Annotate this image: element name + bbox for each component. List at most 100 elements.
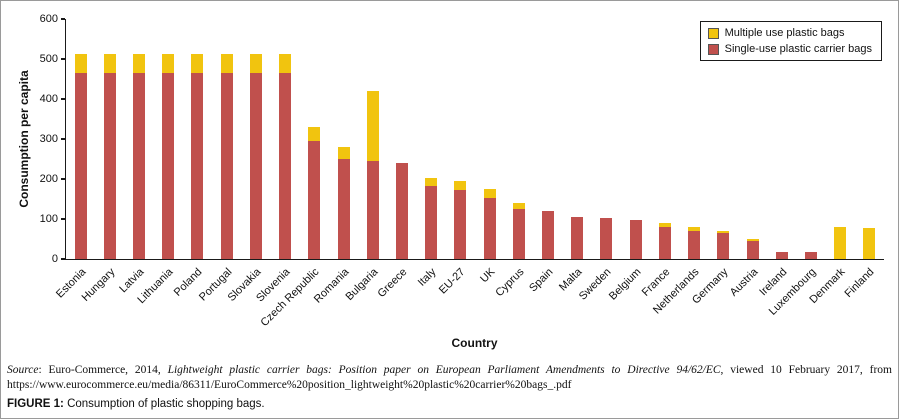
bar-segment-multiple-use: [717, 230, 730, 234]
bar-spain: [542, 211, 555, 259]
bar-segment-single-use: [483, 198, 496, 259]
bar-segment-single-use: [600, 218, 613, 259]
y-tick-label: 100: [39, 213, 58, 225]
bar-segment-single-use: [542, 211, 555, 259]
legend-label-single: Single-use plastic carrier bags: [724, 43, 872, 55]
bar-segment-multiple-use: [366, 90, 379, 161]
source-note: Source: Euro-Commerce, 2014, Lightweight…: [7, 363, 892, 393]
y-tick-mark: [61, 178, 65, 180]
bar-greece: [395, 163, 408, 259]
figure-caption-text: Consumption of plastic shopping bags.: [63, 397, 265, 410]
bar-segment-single-use: [103, 72, 116, 259]
y-tick-label: 400: [39, 93, 58, 105]
bar-segment-single-use: [775, 251, 788, 259]
bar-estonia: [74, 54, 87, 259]
bar-segment-multiple-use: [483, 188, 496, 199]
bar-segment-single-use: [279, 72, 292, 259]
bar-segment-multiple-use: [191, 54, 204, 73]
x-tick-label: UK: [477, 266, 498, 286]
bar-germany: [717, 230, 730, 259]
bar-segment-multiple-use: [103, 54, 116, 73]
bar-hungary: [103, 54, 116, 259]
bar-segment-single-use: [133, 72, 146, 259]
x-tick-label: Italy: [415, 266, 439, 289]
bar-ireland: [775, 251, 788, 259]
y-tick: 500: [40, 53, 65, 65]
y-tick-label: 300: [39, 133, 58, 145]
y-tick-label: 200: [39, 173, 58, 185]
bar-segment-single-use: [717, 233, 730, 259]
bar-segment-single-use: [804, 251, 817, 259]
bar-segment-single-use: [366, 160, 379, 259]
bar-finland: [863, 228, 876, 259]
bar-segment-single-use: [746, 241, 759, 259]
bar-segment-single-use: [658, 227, 671, 259]
y-tick-mark: [61, 98, 65, 100]
x-tick-label: Spain: [527, 266, 556, 295]
legend: Multiple use plastic bags Single-use pla…: [699, 21, 882, 61]
bar-segment-single-use: [512, 209, 525, 259]
bar-malta: [571, 216, 584, 259]
y-tick-mark: [61, 18, 65, 20]
bar-segment-single-use: [629, 219, 642, 259]
bar-segment-single-use: [425, 186, 438, 259]
y-tick-mark: [61, 58, 65, 60]
bar-segment-multiple-use: [425, 178, 438, 187]
bar-netherlands: [688, 227, 701, 259]
bar-segment-multiple-use: [133, 54, 146, 73]
bar-segment-single-use: [220, 72, 233, 259]
source-title-italic: Lightweight plastic carrier bags: Positi…: [167, 364, 721, 376]
x-tick-label: Sweden: [577, 266, 614, 303]
x-tick-label: Austria: [727, 266, 761, 299]
bar-italy: [425, 178, 438, 259]
x-tick-label: Greece: [375, 266, 410, 300]
bar-romania: [337, 147, 350, 259]
bar-segment-multiple-use: [308, 127, 321, 141]
bar-bulgaria: [366, 90, 379, 259]
y-tick: 100: [40, 213, 65, 225]
bar-segment-single-use: [395, 163, 408, 259]
bar-chart: Consumption per capita 0 100 200 300 400 500 6…: [7, 7, 892, 357]
bar-poland: [191, 54, 204, 259]
y-tick: 600: [40, 13, 65, 25]
bar-czech-republic: [308, 127, 321, 259]
legend-item-single-use: Single-use plastic carrier bags: [707, 43, 872, 55]
y-tick: 400: [40, 93, 65, 105]
y-tick-mark: [61, 138, 65, 140]
legend-swatch-multiple: [707, 27, 719, 39]
legend-swatch-single: [707, 43, 719, 55]
bar-segment-multiple-use: [512, 202, 525, 209]
x-tick-label: Finland: [842, 266, 877, 300]
bar-segment-multiple-use: [249, 54, 262, 73]
y-tick-label: 500: [39, 53, 58, 65]
y-tick-mark: [61, 258, 65, 260]
bar-portugal: [220, 54, 233, 259]
bar-austria: [746, 239, 759, 259]
bar-segment-multiple-use: [74, 54, 87, 73]
x-tick-label: Cyprus: [493, 266, 527, 300]
bar-lithuania: [162, 54, 175, 259]
bars: [66, 19, 884, 259]
bar-segment-multiple-use: [834, 227, 847, 259]
source-label: Source: [7, 364, 39, 376]
y-tick-mark: [61, 218, 65, 220]
bar-luxembourg: [804, 251, 817, 259]
bar-eu-27: [454, 181, 467, 259]
bar-segment-single-use: [571, 216, 584, 259]
bar-segment-single-use: [191, 72, 204, 259]
legend-label-multiple: Multiple use plastic bags: [724, 27, 845, 39]
y-tick: 0: [52, 253, 65, 265]
source-text-2: , viewed 10 February 2017, from https://…: [7, 364, 892, 391]
bar-segment-single-use: [162, 72, 175, 259]
y-tick-label: 600: [39, 13, 58, 25]
bar-segment-multiple-use: [863, 228, 876, 259]
bar-segment-multiple-use: [220, 54, 233, 73]
y-tick: 300: [40, 133, 65, 145]
x-tick-label: EU-27: [437, 266, 468, 297]
figure-caption-label: FIGURE 1:: [7, 397, 64, 410]
bar-slovenia: [279, 54, 292, 259]
bar-uk: [483, 188, 496, 259]
bar-segment-single-use: [454, 190, 467, 259]
y-tick: 200: [40, 173, 65, 185]
